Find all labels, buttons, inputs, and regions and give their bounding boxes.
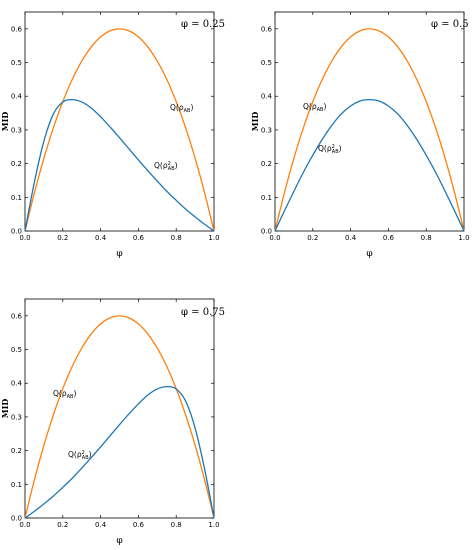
- x-tick-label: 0.2: [307, 234, 318, 242]
- y-tick-label: 0.0: [11, 228, 22, 236]
- series-line-q-rho2-ab: [24, 385, 215, 519]
- y-tick-label: 0.0: [11, 515, 22, 523]
- plot-frame: [24, 11, 215, 232]
- panel-phi-0.75: 0.0 0.2 0.4 0.6 0.8 1.0 0.0 0.1 0.2 0.3 0.4 0.5 0.6 φ…: [0, 298, 225, 546]
- x-tick-label: 0.4: [95, 234, 107, 242]
- x-tick-label: 0.0: [19, 234, 30, 242]
- series-line-q-rho-ab: [24, 315, 215, 519]
- x-tick-label: 0.2: [57, 234, 68, 242]
- x-tick-label: 0.2: [57, 521, 68, 529]
- label-q-rho2-ab: Q(ρ2 AB): [318, 144, 342, 155]
- x-tick-label: 0.6: [133, 234, 145, 242]
- x-tick-label: 0.4: [345, 234, 357, 242]
- y-tick-label: 0.6: [11, 312, 23, 320]
- y-tick-label: 0.4: [261, 93, 273, 101]
- y-tick-label: 0.6: [261, 25, 273, 33]
- x-tick-label: 1.0: [208, 234, 219, 242]
- x-tick-label: 0.6: [383, 234, 395, 242]
- x-tick-label: 0.8: [171, 234, 182, 242]
- x-tick-label: 1.0: [208, 521, 219, 529]
- x-tick-label: 0.0: [19, 521, 30, 529]
- y-tick-label: 0.1: [11, 481, 22, 489]
- plot-frame: [274, 11, 465, 232]
- y-tick-label: 0.2: [11, 447, 22, 455]
- series-line-q-rho-ab: [24, 28, 215, 232]
- x-tick-label: 0.8: [171, 521, 182, 529]
- phi-annotation: φ = 0.25: [181, 19, 225, 30]
- x-tick-label: 0.6: [133, 521, 145, 529]
- y-tick-label: 0.2: [11, 160, 22, 168]
- x-tick-label: 1.0: [458, 234, 469, 242]
- label-q-rho-ab: Q(ρAB): [303, 102, 326, 113]
- x-tick-label: 0.8: [421, 234, 432, 242]
- series-line-q-rho2-ab: [24, 98, 215, 232]
- y-tick-label: 0.2: [261, 160, 272, 168]
- label-q-rho-ab: Q(ρAB): [170, 103, 193, 114]
- series-line-q-rho-ab: [274, 28, 465, 232]
- y-tick-label: 0.1: [11, 194, 22, 202]
- plot-frame: [24, 298, 215, 519]
- phi-annotation: φ = 0.75: [181, 307, 225, 318]
- phi-annotation: φ = 0.5: [431, 19, 469, 30]
- x-tick-label: 0.4: [95, 521, 107, 529]
- y-tick-label: 0.3: [11, 413, 22, 421]
- y-axis-label: MID: [0, 399, 10, 419]
- label-q-rho2-ab: Q(ρ2 AB): [68, 450, 92, 461]
- y-tick-label: 0.6: [11, 25, 23, 33]
- series-line-q-rho2-ab: [274, 98, 465, 232]
- y-tick-label: 0.0: [261, 228, 272, 236]
- y-tick-label: 0.1: [261, 194, 272, 202]
- x-axis-label: φ: [366, 249, 372, 259]
- y-tick-label: 0.3: [11, 126, 22, 134]
- label-q-rho-ab: Q(ρAB): [53, 389, 76, 400]
- y-tick-label: 0.3: [261, 126, 272, 134]
- y-tick-label: 0.5: [261, 59, 272, 67]
- panel-phi-0.5: 0.0 0.2 0.4 0.6 0.8 1.0 0.0 0.1 0.2 0.3 0.4 0.5 0.6 φ…: [250, 11, 470, 259]
- y-tick-label: 0.5: [11, 346, 22, 354]
- y-tick-label: 0.4: [11, 380, 23, 388]
- y-axis-label: MID: [250, 112, 260, 132]
- x-tick-label: 0.0: [269, 234, 280, 242]
- panel-phi-0.25: 0.0 0.2 0.4 0.6 0.8 1.0 0.0 0.1 0.2 0.3 0.4 0.5 0.6 φ…: [0, 11, 225, 259]
- x-axis-label: φ: [116, 249, 122, 259]
- x-axis-label: φ: [116, 536, 122, 546]
- y-tick-label: 0.4: [11, 93, 23, 101]
- y-tick-label: 0.5: [11, 59, 22, 67]
- y-axis-label: MID: [0, 112, 10, 132]
- label-q-rho2-ab: Q(ρ2 AB): [154, 161, 178, 172]
